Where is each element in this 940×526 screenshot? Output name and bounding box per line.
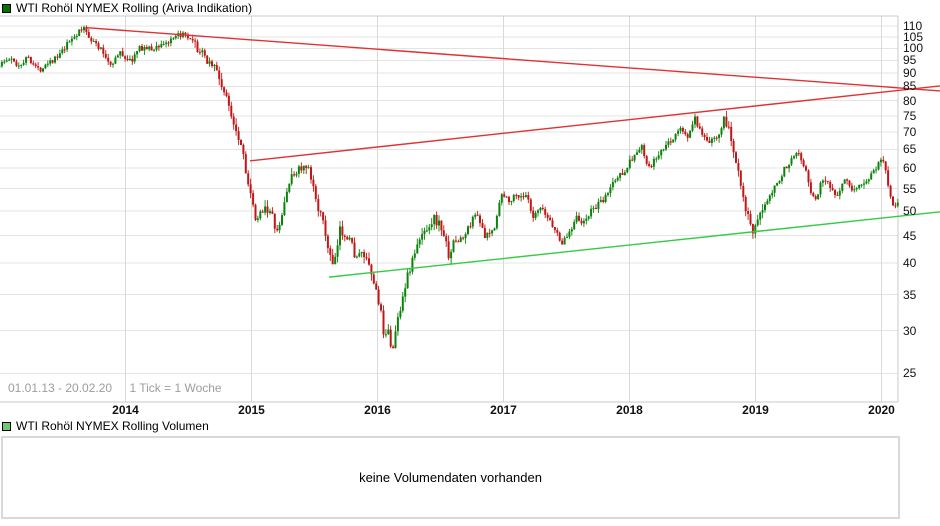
x-axis-tick-label: 2018 — [616, 403, 643, 417]
y-axis-tick-label: 60 — [903, 161, 917, 176]
y-axis-tick-label: 105 — [903, 29, 924, 44]
chart-footer-note: 01.01.13 - 20.02.20 1 Tick = 1 Woche — [8, 381, 222, 395]
y-axis-tick-label: 100 — [903, 41, 924, 56]
y-axis-tick-label: 75 — [903, 108, 917, 123]
y-axis-tick-label: 65 — [903, 142, 917, 157]
y-axis-tick-label: 40 — [903, 256, 917, 271]
trendlines-layer — [86, 27, 940, 278]
y-axis-tick-label: 70 — [903, 124, 917, 139]
volume-series-title: WTI Rohöl NYMEX Rolling Volumen — [16, 419, 209, 433]
plot-border — [0, 15, 899, 403]
trendline-ascending-resistance — [249, 85, 940, 162]
trendline-ascending-support — [328, 211, 940, 278]
y-axis-tick-label: 50 — [903, 203, 917, 218]
y-axis-tick-label: 25 — [903, 366, 917, 381]
x-axis-tick-label: 2016 — [364, 403, 391, 417]
candlestick-chart — [0, 15, 940, 403]
x-axis-tick-label: 2017 — [490, 403, 517, 417]
price-series-legend: WTI Rohöl NYMEX Rolling (Ariva Indikatio… — [2, 2, 252, 14]
y-axis-tick-label: 85 — [903, 79, 917, 94]
y-axis-tick-label: 90 — [903, 66, 917, 81]
trendline-descending-resistance — [86, 27, 940, 92]
x-axis-tick-label: 2019 — [742, 403, 769, 417]
y-axis-tick-label: 110 — [903, 19, 923, 33]
volume-series-legend: WTI Rohöl NYMEX Rolling Volumen — [2, 420, 209, 432]
y-axis-tick-label: 55 — [903, 181, 917, 196]
volume-panel: keine Volumendaten vorhanden — [1, 436, 900, 519]
x-axis-tick-label: 2014 — [112, 403, 139, 417]
x-axis-tick-label: 2020 — [868, 403, 895, 417]
y-axis-tick-label: 35 — [903, 287, 917, 302]
date-range-label: 01.01.13 - 20.02.20 — [8, 381, 113, 395]
y-axis-tick-label: 80 — [903, 93, 917, 108]
volume-empty-message: keine Volumendaten vorhanden — [359, 470, 542, 485]
x-axis-tick-label: 2015 — [238, 403, 265, 417]
tick-size-label: 1 Tick = 1 Woche — [129, 381, 222, 395]
y-axis-tick-label: 30 — [903, 323, 917, 338]
y-axis-tick-label: 95 — [903, 53, 917, 68]
gridlines-layer — [0, 16, 898, 402]
volume-series-swatch-icon — [2, 421, 11, 431]
candles-layer — [0, 25, 899, 349]
price-series-title: WTI Rohöl NYMEX Rolling (Ariva Indikatio… — [16, 1, 253, 15]
y-axis-tick-label: 45 — [903, 228, 917, 243]
price-series-swatch-icon — [2, 3, 11, 13]
